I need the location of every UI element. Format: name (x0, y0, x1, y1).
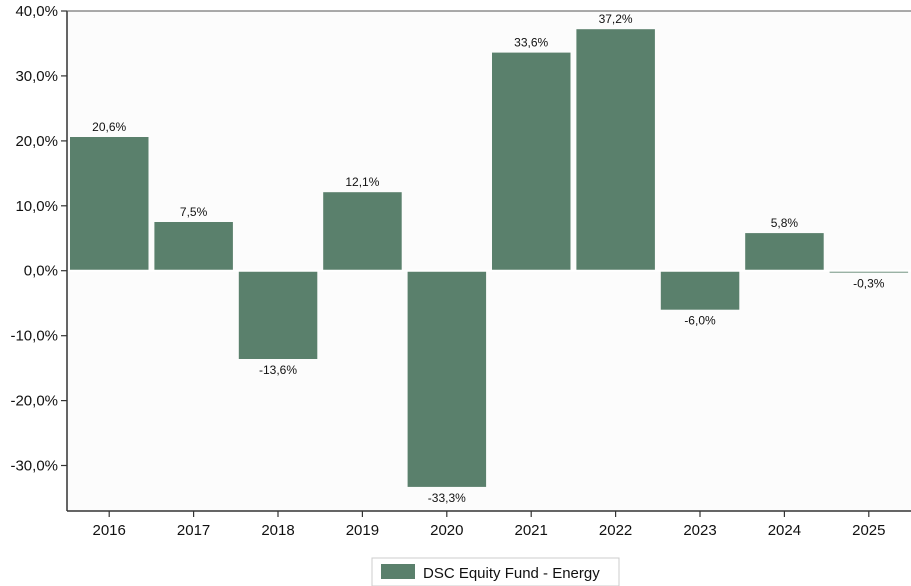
bar-2018 (238, 270, 318, 359)
data-labels-group: 20,6% 7,5% -13,6% 12,1% -33,3% 33,6% 37,2% -6,0… (92, 12, 885, 505)
y-ticks-group: 40,0% 30,0% 20,0% 10,0% 0,0% -10,0% -20,0% -30,… (10, 3, 67, 475)
data-label-2018: -13,6% (259, 363, 297, 377)
data-label-2020: -33,3% (428, 491, 466, 505)
bar-2024 (745, 233, 824, 271)
legend-label: DSC Equity Fund - Energy (423, 565, 600, 582)
data-label-2016: 20,6% (92, 120, 126, 134)
x-tick-label-2018: 2018 (261, 522, 294, 539)
data-label-2025: -0,3% (853, 277, 885, 291)
bar-2020 (407, 270, 487, 487)
data-label-2021: 33,6% (514, 36, 548, 50)
y-tick-label: 20,0% (15, 133, 58, 150)
data-label-2023: -6,0% (684, 314, 716, 328)
y-tick-label: 40,0% (15, 3, 58, 20)
bar-2021 (492, 52, 571, 271)
y-tick-label: 30,0% (15, 68, 58, 85)
data-label-2017: 7,5% (180, 205, 208, 219)
y-tick-label: 10,0% (15, 198, 58, 215)
bars-group (67, 29, 911, 487)
x-tick-label-2025: 2025 (852, 522, 885, 539)
x-tick-label-2024: 2024 (768, 522, 801, 539)
x-tick-label-2017: 2017 (177, 522, 210, 539)
bar-2017 (154, 222, 233, 271)
legend: DSC Equity Fund - Energy (371, 557, 620, 586)
x-tick-label-2023: 2023 (683, 522, 716, 539)
x-tick-label-2022: 2022 (599, 522, 632, 539)
x-ticks-group: 2016 2017 2018 2019 2020 2021 2022 2023 2024 2025 (93, 511, 885, 539)
data-label-2024: 5,8% (771, 216, 799, 230)
y-tick-label: -30,0% (10, 458, 58, 475)
x-tick-label-2016: 2016 (93, 522, 126, 539)
x-tick-label-2021: 2021 (515, 522, 548, 539)
y-tick-label: -10,0% (10, 328, 58, 345)
bar-2023 (660, 270, 740, 310)
x-tick-label-2019: 2019 (346, 522, 379, 539)
bar-2022 (576, 29, 655, 271)
y-tick-label: -20,0% (10, 393, 58, 410)
data-label-2022: 37,2% (599, 12, 633, 26)
y-tick-label: 0,0% (24, 263, 58, 280)
x-tick-label-2020: 2020 (430, 522, 463, 539)
legend-swatch (381, 564, 415, 579)
bar-2019 (323, 192, 402, 271)
bar-2016 (70, 137, 149, 271)
data-label-2019: 12,1% (345, 175, 379, 189)
